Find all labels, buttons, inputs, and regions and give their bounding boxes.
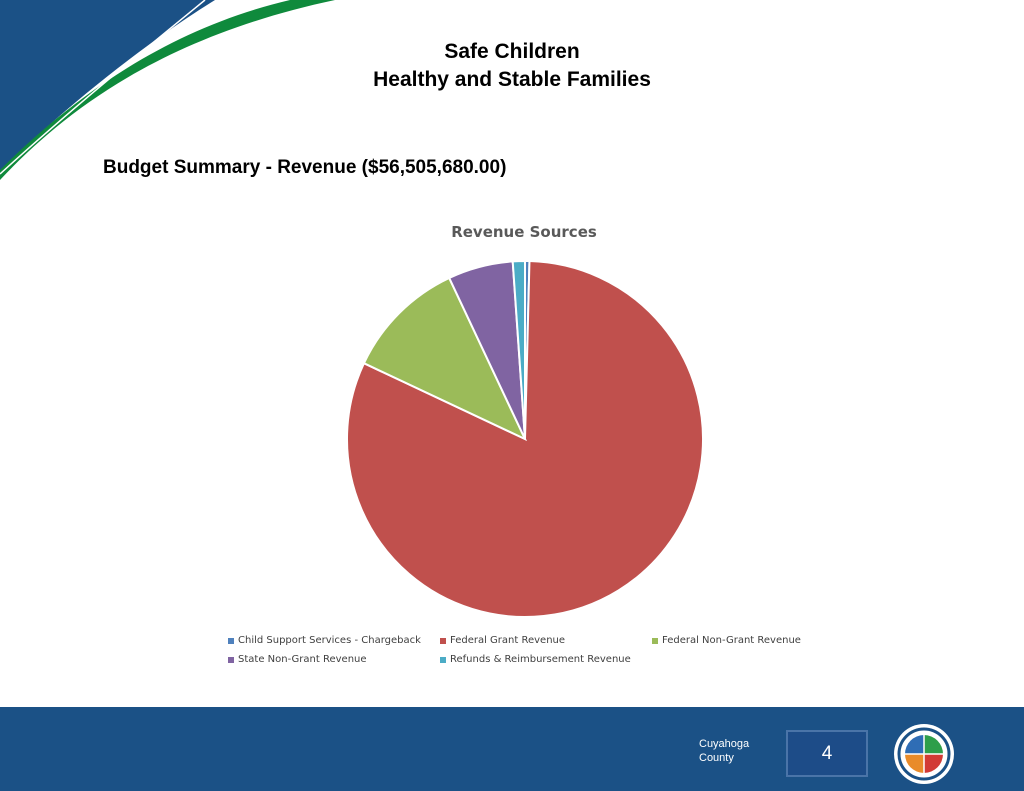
county-seal-icon — [894, 724, 954, 784]
legend-swatch — [228, 656, 234, 663]
legend-swatch — [440, 637, 446, 644]
revenue-pie-chart — [346, 259, 704, 618]
legend-item: Refunds & Reimbursement Revenue — [440, 654, 652, 665]
legend-label: Federal Grant Revenue — [450, 635, 566, 646]
page-title-line1: Safe Children — [444, 40, 580, 63]
page-number: 4 — [786, 730, 868, 777]
footer-org-line2: County — [699, 752, 734, 764]
pie-slice-refunds-reimbursement-revenue — [511, 259, 526, 440]
legend-item: Federal Grant Revenue — [440, 635, 652, 646]
legend-item: State Non-Grant Revenue — [228, 654, 440, 665]
corner-decoration — [0, 0, 335, 180]
pie-slice-federal-non-grant-revenue — [362, 276, 528, 442]
page-title: Safe Children Healthy and Stable Familie… — [0, 38, 1024, 94]
page-title-line2: Healthy and Stable Families — [373, 68, 651, 91]
legend-label: Child Support Services - Chargeback — [238, 635, 421, 646]
legend-swatch — [440, 656, 446, 663]
chart-title: Revenue Sources — [451, 223, 597, 241]
footer-org-line1: Cuyahoga — [699, 738, 750, 750]
legend-swatch — [228, 637, 234, 644]
legend-label: Federal Non-Grant Revenue — [662, 635, 801, 646]
footer-org-name: Cuyahoga County — [699, 737, 749, 765]
budget-summary-heading: Budget Summary - Revenue ($56,505,680.00… — [103, 157, 507, 178]
legend-swatch — [652, 637, 658, 644]
legend-item: Child Support Services - Chargeback — [228, 635, 440, 646]
footer-bar: Cuyahoga County 4 — [0, 707, 1024, 791]
legend-label: Refunds & Reimbursement Revenue — [450, 654, 631, 665]
legend-label: State Non-Grant Revenue — [238, 654, 367, 665]
chart-legend: Child Support Services - Chargeback Feder… — [228, 635, 868, 665]
legend-item: Federal Non-Grant Revenue — [652, 635, 864, 646]
